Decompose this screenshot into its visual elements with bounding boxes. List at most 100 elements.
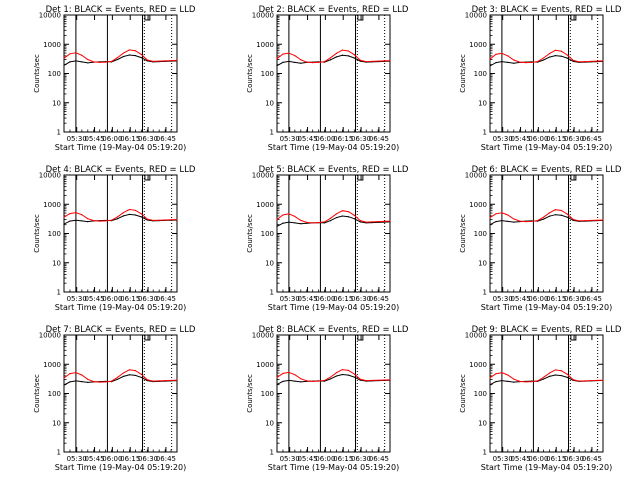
data-point-lld [99,61,101,63]
data-point-lld [507,374,509,376]
data-point-events [566,57,568,59]
data-point-events [329,59,332,61]
marker-box [357,174,364,181]
x-tick-label: 06:30 [351,295,371,303]
data-point-events [359,379,361,381]
data-point-events [542,59,545,61]
data-point-events [495,62,497,64]
data-point-lld [341,369,344,371]
series-line-events [63,54,178,66]
x-tick-label: 06:45 [582,295,602,303]
data-point-lld [525,221,527,223]
x-tick-label: 06:45 [369,455,389,463]
x-axis-label: Start Time (19-May-04 05:19:20) [268,463,399,472]
data-point-lld [323,379,326,382]
detector-panel-7: Det 7: BLACK = Events, RED = LLD 1 10 100 10… [0,320,213,480]
data-point-events [554,54,557,57]
data-point-lld [513,378,515,380]
y-tick-label: 1000 [469,361,487,369]
x-tick-label: 06:00 [528,135,548,143]
data-point-lld [93,220,95,222]
data-point-lld [122,52,125,54]
data-point-events [353,57,355,59]
data-point-lld [288,371,290,374]
plot-frame [63,174,178,293]
data-point-lld [312,380,314,382]
plot-frame [489,334,604,453]
data-point-lld [99,381,101,383]
data-point-lld [146,59,148,61]
x-tick-label: 06:00 [315,135,335,143]
data-point-events [347,374,349,376]
data-point-lld [377,60,379,62]
data-point-lld [602,379,604,381]
data-point-lld [359,220,361,222]
marker-box [144,14,151,21]
x-tick-label: 06:15 [546,455,566,463]
y-tick-label: 10000 [39,12,61,20]
x-tick-label: 06:15 [333,295,353,303]
y-tick-label: 10000 [465,332,487,340]
data-point-lld [377,221,379,223]
data-point-lld [584,61,586,63]
data-point-lld [122,211,125,214]
data-point-events [495,381,497,383]
data-point-events [294,222,296,224]
x-tick-label: 06:30 [138,455,158,463]
data-point-events [572,60,574,62]
data-point-lld [513,59,515,61]
data-point-lld [276,218,278,221]
data-point-lld [560,209,562,212]
y-axis-label: Counts/sec [459,374,467,413]
data-point-events [353,218,355,220]
data-point-lld [69,212,71,215]
y-tick-label: 10000 [252,12,274,20]
y-tick-label: 10 [52,419,61,427]
data-point-lld [590,219,592,222]
y-tick-label: 10 [265,99,274,107]
detector-chart-4: Det 4: BLACK = Events, RED = LLD 1 10 100 10… [33,165,196,312]
detector-panel-4: Det 4: BLACK = Events, RED = LLD 1 10 100 10… [0,160,213,320]
data-point-lld [389,60,391,62]
data-point-lld [312,222,314,224]
data-point-lld [513,218,515,220]
plot-frame [276,334,391,453]
y-tick-label: 1000 [469,41,487,49]
data-point-lld [602,60,604,62]
data-point-events [282,222,284,224]
data-point-events [335,375,338,377]
data-point-lld [596,219,598,221]
data-point-events [548,215,551,217]
y-tick-label: 100 [48,230,61,238]
data-point-lld [164,60,166,62]
y-tick-label: 10000 [465,172,487,180]
data-point-lld [105,381,107,383]
data-point-events [288,60,290,62]
x-tick-label: 05:45 [297,295,317,303]
data-point-lld [542,57,545,59]
data-point-events [276,65,278,67]
data-point-events [288,221,290,223]
y-tick-label: 10000 [252,172,274,180]
data-point-events [282,61,284,63]
y-tick-label: 1000 [469,201,487,209]
data-point-events [300,62,302,64]
panel-title: Det 4: BLACK = Events, RED = LLD [46,165,196,175]
data-point-lld [81,54,83,56]
y-tick-label: 1 [483,289,487,297]
data-point-lld [110,380,113,382]
data-point-events [140,56,142,59]
y-tick-label: 100 [474,70,487,78]
x-tick-label: 05:30 [280,295,300,303]
series-line-lld [63,369,178,383]
series-line-events [276,215,391,227]
data-point-lld [128,208,131,211]
data-point-lld [347,50,349,52]
data-point-events [542,378,545,380]
y-axis-label: Counts/sec [246,374,254,413]
data-point-lld [536,61,539,63]
x-tick-label: 06:30 [564,455,584,463]
marker-box [570,14,577,21]
data-point-lld [134,370,136,372]
data-point-lld [69,372,71,375]
